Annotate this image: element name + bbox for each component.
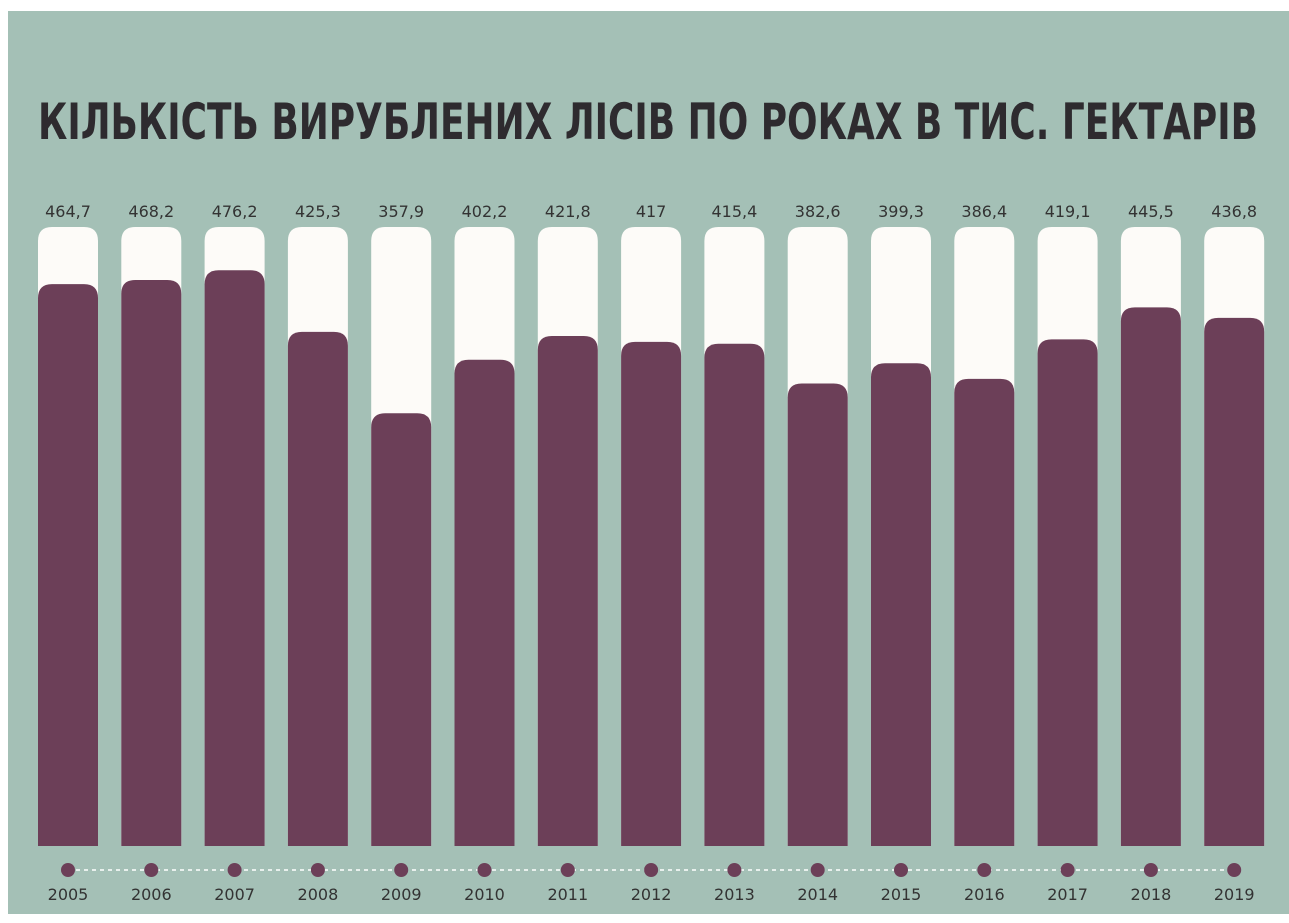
year-label-2015: 2015 [881,885,922,904]
value-label-2005: 464,7 [45,202,91,221]
bar-2011 [537,336,598,846]
year-label-2009: 2009 [381,885,422,904]
value-label-2012: 417 [636,202,667,221]
bar-2009 [371,413,432,846]
value-label-2017: 419,1 [1045,202,1091,221]
bar-2005 [38,284,98,847]
bar-chart: КІЛЬКІСТЬ ВИРУБЛЕНИХ ЛІСІВ ПО РОКАХ В ТИ… [8,11,1289,914]
chart-title: КІЛЬКІСТЬ ВИРУБЛЕНИХ ЛІСІВ ПО РОКАХ В ТИ… [38,93,1258,151]
timeline-dot-2006 [144,863,159,877]
bars-layer: 464,7 468,2 476,2 425,3 357,9 402,2 421,8 417 41… [38,202,1265,847]
timeline-dot-2016 [977,863,992,877]
bar-2014 [787,383,848,846]
timeline-dot-2015 [894,863,908,877]
year-label-2019: 2019 [1214,885,1255,904]
bar-2013 [704,343,765,846]
chart-panel: КІЛЬКІСТЬ ВИРУБЛЕНИХ ЛІСІВ ПО РОКАХ В ТИ… [8,11,1289,914]
value-label-2008: 425,3 [295,202,341,221]
year-label-2012: 2012 [631,885,672,904]
timeline-dot-2011 [560,863,575,877]
value-label-2018: 445,5 [1128,202,1174,221]
timeline-dot-2008 [310,863,325,877]
timeline-dot-2017 [1060,863,1075,877]
value-label-2013: 415,4 [711,202,757,221]
value-label-2009: 357,9 [378,202,424,221]
value-label-2010: 402,2 [462,202,508,221]
bar-2012 [621,341,682,846]
year-axis: 2005 2006 2007 2008 2009 2010 2011 2012 2013 2014… [48,863,1255,904]
value-label-2011: 421,8 [545,202,591,221]
timeline-dot-2005 [61,863,75,877]
value-label-2007: 476,2 [212,202,258,221]
timeline-dot-2009 [394,863,409,877]
bar-2006 [121,279,182,847]
bar-2016 [954,378,1015,846]
bar-2010 [454,359,515,846]
year-label-2017: 2017 [1047,885,1088,904]
year-label-2005: 2005 [48,885,89,904]
year-label-2011: 2011 [547,885,588,904]
timeline-dot-2014 [810,863,825,877]
timeline-dot-2018 [1143,863,1158,877]
year-label-2016: 2016 [964,885,1005,904]
year-label-2014: 2014 [797,885,838,904]
timeline-dot-2010 [477,863,492,877]
bar-2015 [871,363,931,846]
year-label-2013: 2013 [714,885,755,904]
value-label-2016: 386,4 [961,202,1007,221]
timeline-dot-2013 [727,863,742,877]
bar-2018 [1120,307,1181,846]
timeline-dot-2007 [227,863,242,877]
year-label-2018: 2018 [1131,885,1172,904]
bar-2017 [1037,339,1098,846]
bar-2008 [287,331,348,846]
year-label-2008: 2008 [298,885,339,904]
value-label-2019: 436,8 [1211,202,1257,221]
year-label-2010: 2010 [464,885,505,904]
bar-2019 [1204,317,1265,846]
value-label-2014: 382,6 [795,202,841,221]
value-label-2006: 468,2 [128,202,174,221]
year-label-2006: 2006 [131,885,172,904]
bar-2007 [204,270,265,847]
timeline-dot-2019 [1227,863,1242,877]
year-label-2007: 2007 [214,885,255,904]
value-label-2015: 399,3 [878,202,924,221]
timeline-dot-2012 [644,863,659,877]
